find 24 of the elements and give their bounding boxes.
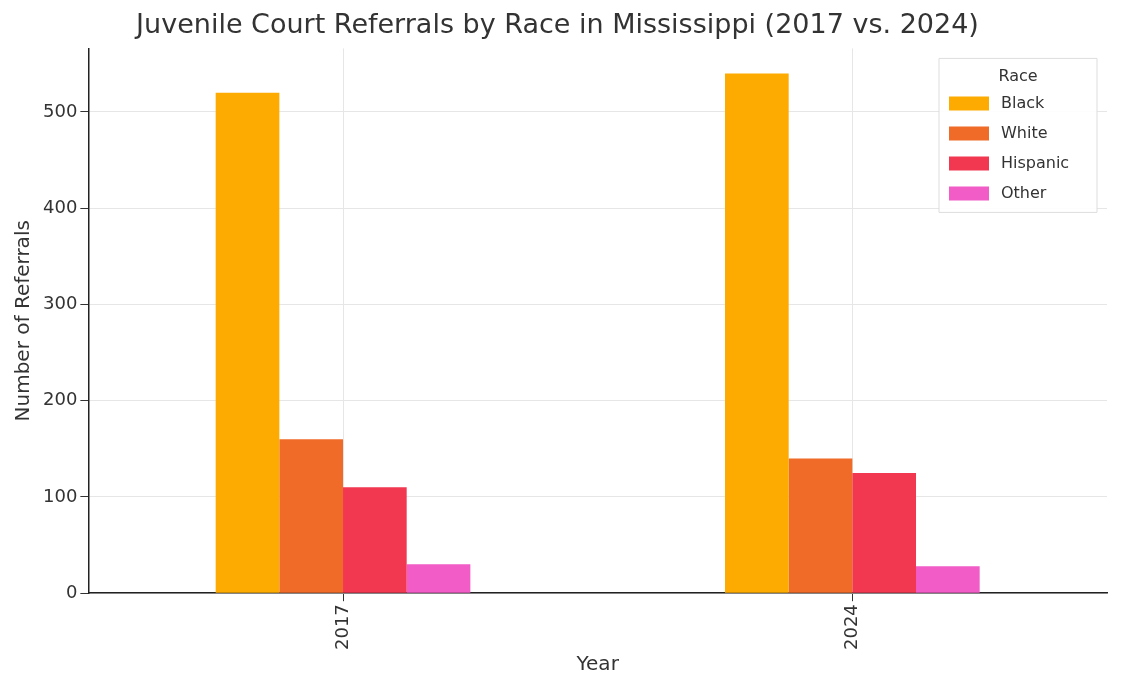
- bar: [215, 92, 280, 593]
- bar: [343, 487, 407, 593]
- bar: [406, 564, 471, 593]
- bar: [788, 458, 853, 593]
- chart-title: Juvenile Court Referrals by Race in Mississippi (2017 vs. 2024): [134, 8, 979, 40]
- x-tick-label: 2024: [840, 604, 862, 650]
- x-tick-label: 2017: [330, 604, 352, 650]
- legend-title: Race: [998, 65, 1038, 85]
- y-tick-label: 0: [65, 580, 78, 602]
- x-axis-title: Year: [575, 651, 620, 676]
- bar: [279, 439, 344, 593]
- bar: [916, 566, 980, 593]
- y-tick-label: 100: [43, 484, 78, 506]
- legend-label: White: [1001, 122, 1048, 142]
- y-tick-label: 200: [43, 388, 78, 410]
- y-axis-title: Number of Referrals: [10, 220, 35, 422]
- bar: [852, 472, 916, 593]
- legend-label: Black: [1001, 92, 1046, 112]
- y-tick-label: 400: [43, 195, 78, 217]
- y-tick-label: 500: [43, 99, 78, 121]
- y-tick-label: 300: [43, 292, 78, 314]
- legend-label: Hispanic: [1001, 152, 1070, 172]
- bar: [725, 73, 789, 593]
- legend-label: Other: [1001, 182, 1047, 202]
